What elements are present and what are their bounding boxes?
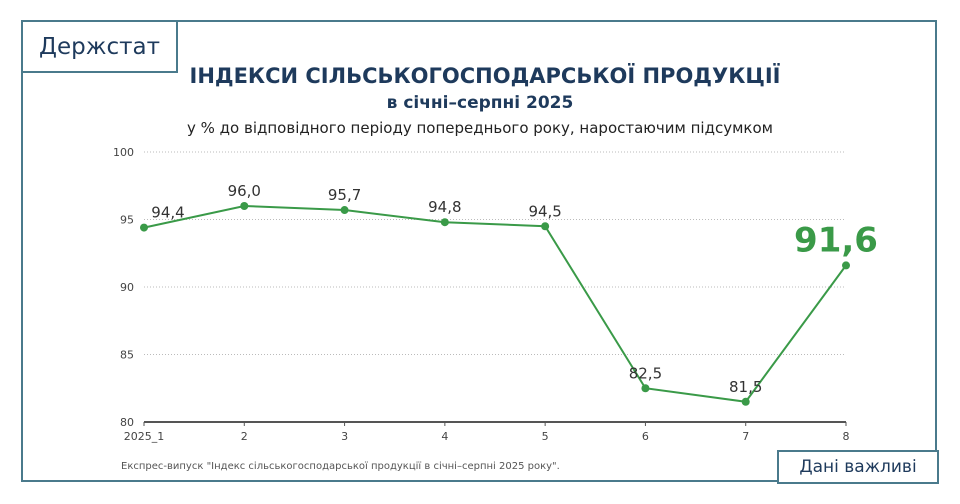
data-point xyxy=(741,397,750,406)
data-label: 82,5 xyxy=(629,364,662,382)
x-tick-label: 3 xyxy=(341,430,348,443)
x-tick-label: 5 xyxy=(542,430,549,443)
data-label: 96,0 xyxy=(228,182,261,200)
data-label: 94,5 xyxy=(528,202,561,220)
data-label: 94,4 xyxy=(151,204,184,222)
data-label: 95,7 xyxy=(328,186,361,204)
data-label-highlight: 91,6 xyxy=(794,220,878,260)
chart-title: ІНДЕКСИ СІЛЬСЬКОГОСПОДАРСЬКОЇ ПРОДУКЦІЇ xyxy=(189,64,781,88)
x-tick-label: 4 xyxy=(441,430,448,443)
data-point xyxy=(440,218,449,227)
y-tick-label: 95 xyxy=(120,214,134,227)
data-label: 81,5 xyxy=(729,378,762,396)
source-note: Експрес-випуск "Індекс сільськогосподарс… xyxy=(121,461,560,472)
data-point xyxy=(541,222,550,231)
x-tick-label: 7 xyxy=(742,430,749,443)
logo: Держстат xyxy=(21,20,178,73)
data-point xyxy=(641,384,650,393)
series-line xyxy=(143,204,847,403)
data-point xyxy=(140,223,148,232)
data-point xyxy=(240,202,249,210)
y-tick-label: 90 xyxy=(120,281,134,294)
y-tick-label: 100 xyxy=(113,146,134,159)
y-tick-label: 85 xyxy=(120,349,134,362)
chart-ylabel: у % до відповідного періоду попереднього… xyxy=(187,119,773,137)
data-important-badge[interactable]: Дані важливі xyxy=(777,450,939,484)
data-label: 94,8 xyxy=(428,198,461,216)
x-tick-label: 6 xyxy=(642,430,649,443)
chart-frame xyxy=(21,20,937,482)
x-tick-label: 2025_1 xyxy=(124,430,165,443)
chart-subtitle: в січні–серпні 2025 xyxy=(386,93,574,113)
x-tick-label: 2 xyxy=(241,430,248,443)
x-tick-label: 8 xyxy=(843,430,850,443)
data-point xyxy=(842,261,850,270)
data-point xyxy=(340,206,349,215)
y-tick-label: 80 xyxy=(120,416,134,429)
